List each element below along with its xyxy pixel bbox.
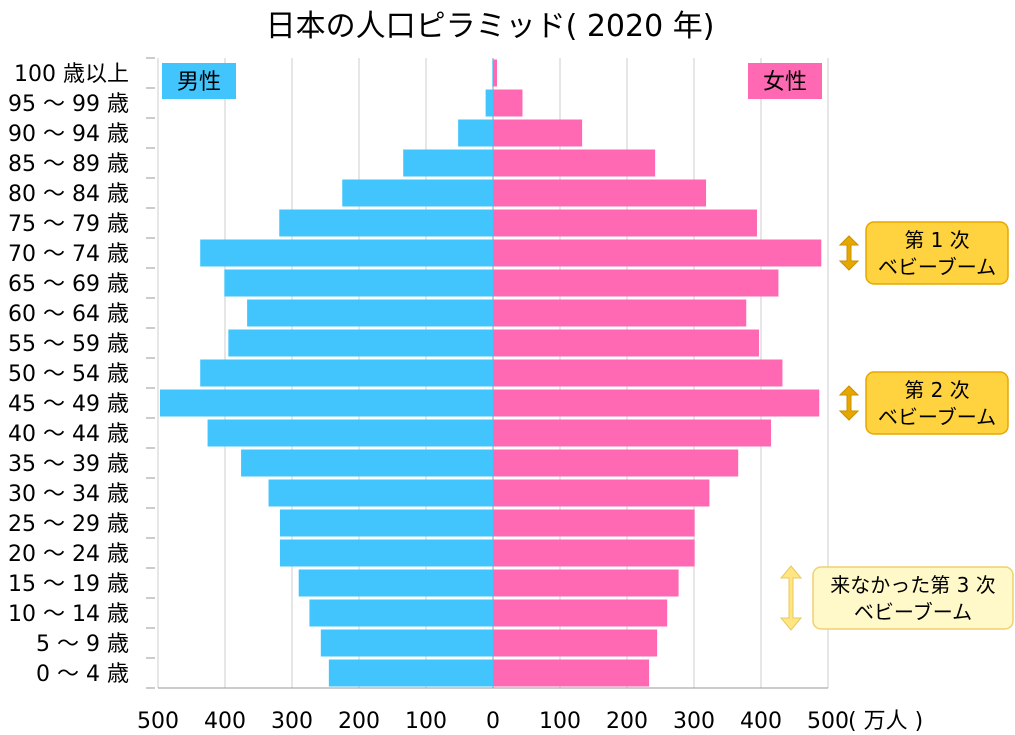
bar-male [309, 599, 493, 627]
age-label: 50 〜 54 歳 [8, 362, 129, 387]
age-label: 65 〜 69 歳 [8, 272, 129, 297]
age-label: 5 〜 9 歳 [36, 632, 129, 657]
x-tick-label: 500 [807, 709, 849, 734]
bar-male [279, 209, 493, 237]
age-label: 20 〜 24 歳 [8, 542, 129, 567]
bar-male [485, 89, 493, 117]
x-tick-label: 300 [673, 709, 715, 734]
unit-label: ( 万人 ) [848, 709, 923, 734]
bar-female [493, 569, 679, 597]
bar-male [228, 329, 493, 357]
age-label: 100 歳以上 [14, 62, 129, 87]
legend-male-box [162, 63, 236, 99]
age-label: 55 〜 59 歳 [8, 332, 129, 357]
age-label: 25 〜 29 歳 [8, 512, 129, 537]
x-tick-label: 200 [338, 709, 380, 734]
bar-male [342, 179, 493, 207]
callout-box [865, 371, 1009, 435]
bar-female [493, 329, 759, 357]
bar-female [493, 479, 710, 507]
double-arrow-icon [779, 565, 803, 631]
callout-text: ベビーブーム [878, 405, 996, 429]
bar-male [241, 449, 493, 477]
age-label: 35 〜 39 歳 [8, 452, 129, 477]
age-label: 95 〜 99 歳 [8, 92, 129, 117]
bar-male [247, 299, 493, 327]
bar-female [493, 149, 656, 177]
bar-male [458, 119, 493, 147]
age-label: 85 〜 89 歳 [8, 152, 129, 177]
callout-box [865, 221, 1009, 285]
bar-male [403, 149, 493, 177]
bar-female [493, 419, 772, 447]
age-label: 75 〜 79 歳 [8, 212, 129, 237]
bar-male [320, 629, 493, 657]
callout-text: ベビーブーム [878, 255, 996, 279]
age-label: 60 〜 64 歳 [8, 302, 129, 327]
age-label: 40 〜 44 歳 [8, 422, 129, 447]
bar-male [200, 239, 493, 267]
bar-male [298, 569, 493, 597]
bar-female [493, 659, 650, 687]
age-labels: 100 歳以上 95 〜 99 歳 90 〜 94 歳 85 〜 89 歳 80 〜 8… [8, 62, 129, 687]
callout-text: 来なかった第 3 次 [830, 573, 995, 597]
bar-male [492, 59, 493, 87]
age-label: 90 〜 94 歳 [8, 122, 129, 147]
bar-female [493, 599, 668, 627]
bar-female [493, 179, 707, 207]
callout-text: ベビーブーム [854, 600, 972, 624]
bar-male [268, 479, 493, 507]
bars [160, 59, 822, 687]
bar-male [160, 389, 493, 417]
bar-female [493, 269, 779, 297]
age-label: 10 〜 14 歳 [8, 602, 129, 627]
bar-female [493, 509, 695, 537]
double-arrow-icon [838, 385, 860, 421]
legend-male-label: 男性 [177, 70, 221, 95]
x-tick-label: 100 [405, 709, 447, 734]
bar-male [328, 659, 493, 687]
bar-female [493, 209, 757, 237]
bar-female [493, 449, 739, 477]
age-label: 45 〜 49 歳 [8, 392, 129, 417]
x-tick-label: 200 [606, 709, 648, 734]
bar-female [493, 359, 783, 387]
x-tick-labels: 500 400 300 200 100 0 100 200 300 400 500 [137, 709, 849, 734]
callout-text: 第 2 次 [904, 378, 969, 402]
bar-female [493, 629, 658, 657]
x-tick-label: 300 [271, 709, 313, 734]
bar-female [493, 89, 523, 117]
callout-box [812, 566, 1014, 630]
bar-female [493, 389, 820, 417]
bar-female [493, 239, 822, 267]
bar-male [200, 359, 493, 387]
legend-female-box [748, 63, 822, 99]
bar-female [493, 59, 498, 87]
x-tick-label: 400 [204, 709, 246, 734]
double-arrow-icon [838, 235, 860, 271]
x-tick-label: 0 [486, 709, 500, 734]
bar-male [279, 509, 493, 537]
x-tick-label: 400 [740, 709, 782, 734]
bar-male [207, 419, 493, 447]
legend: 男性 女性 [162, 63, 822, 99]
x-tick-label: 500 [137, 709, 179, 734]
bar-male [224, 269, 493, 297]
age-label: 15 〜 19 歳 [8, 572, 129, 597]
bar-female [493, 119, 583, 147]
bar-male [279, 539, 493, 567]
x-tick-label: 100 [539, 709, 581, 734]
callout-text: 第 1 次 [904, 228, 969, 252]
age-label: 30 〜 34 歳 [8, 482, 129, 507]
age-label: 70 〜 74 歳 [8, 242, 129, 267]
legend-female-label: 女性 [763, 70, 807, 95]
bar-female [493, 299, 747, 327]
chart-title: 日本の人口ピラミッド( 2020 年) [266, 9, 715, 44]
bar-female [493, 539, 695, 567]
age-label: 80 〜 84 歳 [8, 182, 129, 207]
age-label: 0 〜 4 歳 [36, 662, 129, 687]
